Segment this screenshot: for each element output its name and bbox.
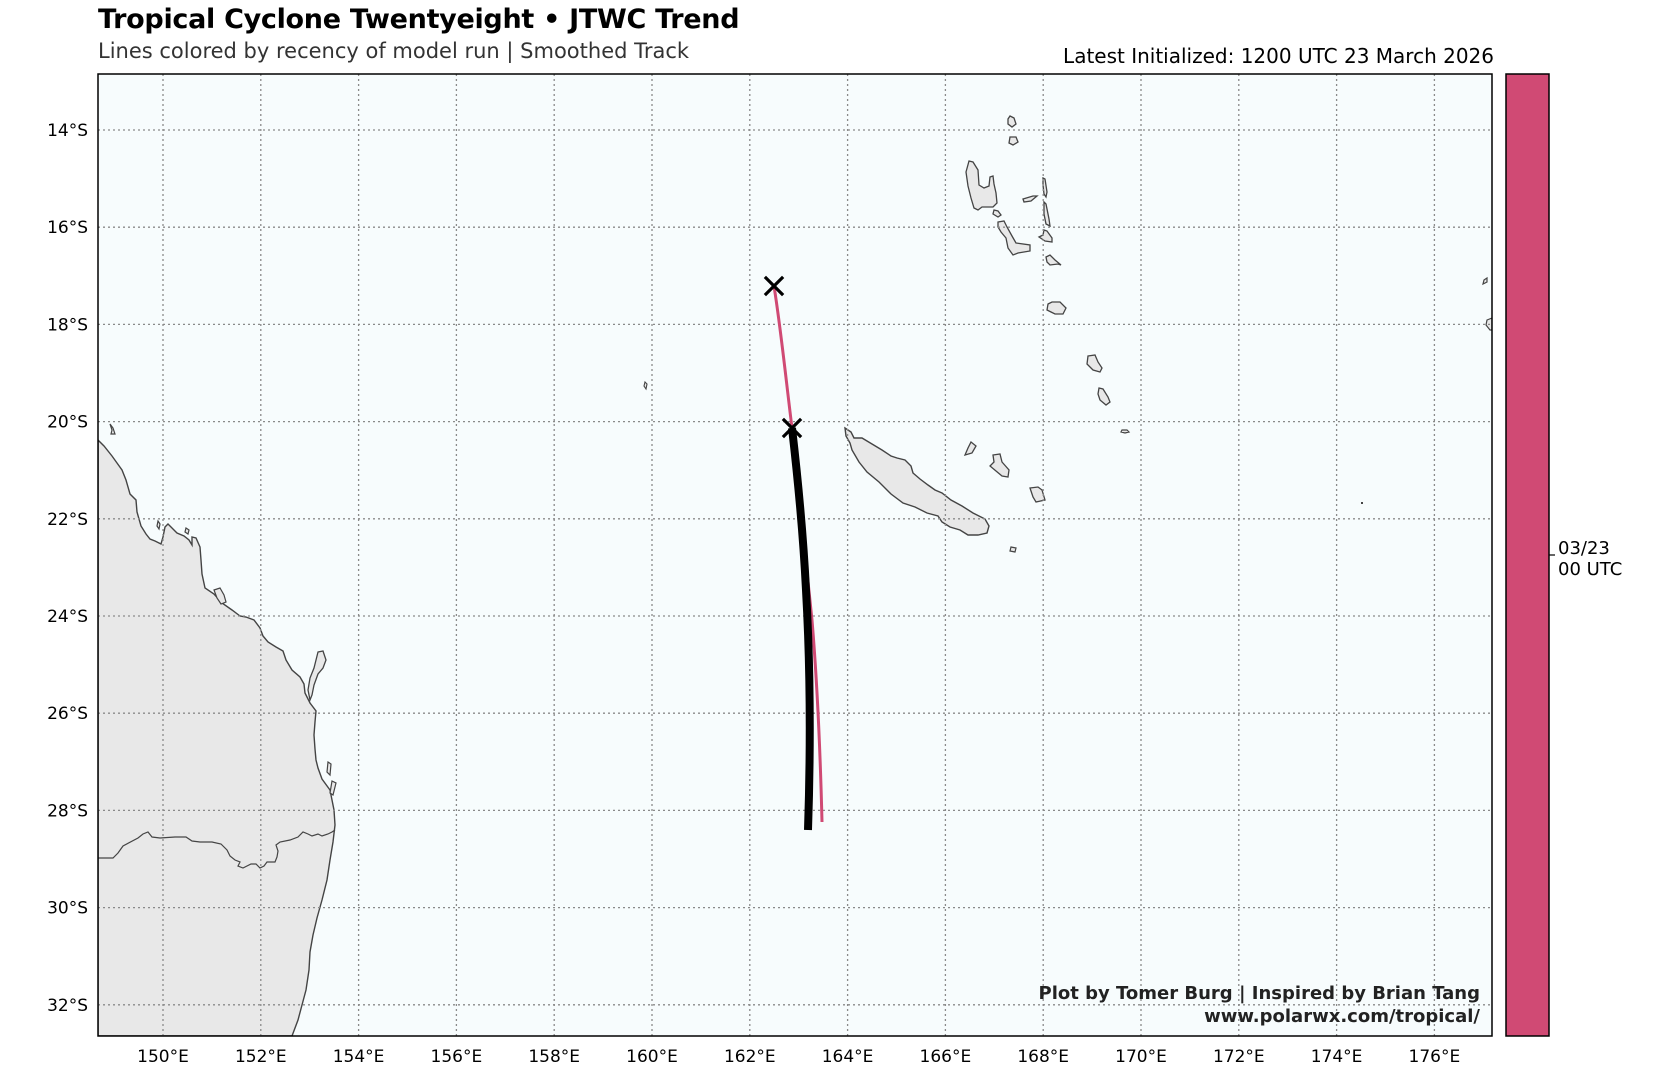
track-latest	[788, 427, 814, 831]
vanuatu-island	[1007, 115, 1017, 128]
lat-tick-label: 30°S	[47, 899, 88, 919]
fraser-island	[307, 650, 327, 703]
land-layer	[98, 115, 1492, 1036]
vanuatu-island	[1037, 229, 1053, 243]
island	[643, 380, 648, 391]
lon-tick-label: 174°E	[1311, 1047, 1363, 1067]
state-border	[98, 829, 336, 869]
lon-tick-label: 160°E	[626, 1047, 678, 1067]
vanuatu-island	[1022, 195, 1039, 203]
lat-tick-label: 22°S	[47, 510, 88, 530]
lon-tick-label: 168°E	[1017, 1047, 1069, 1067]
lat-tick-label: 32°S	[47, 996, 88, 1016]
start-marker-0323-00utc	[763, 275, 785, 297]
lon-tick-label: 176°E	[1409, 1047, 1461, 1067]
loyalty-island	[1029, 486, 1046, 503]
colorbar	[1505, 73, 1550, 1037]
lon-tick-label: 158°E	[528, 1047, 580, 1067]
vanuatu-island	[992, 209, 1002, 218]
aneityum	[1097, 387, 1111, 406]
chart-title: Tropical Cyclone Twentyeight • JTWC Tren…	[98, 4, 740, 35]
lon-tick-label: 166°E	[920, 1047, 972, 1067]
colorbar-tick-date: 03/23	[1558, 538, 1610, 559]
lat-tick-label: 26°S	[47, 704, 88, 724]
island	[184, 527, 190, 535]
lat-tick-label: 28°S	[47, 801, 88, 821]
loyalty-island	[963, 440, 977, 457]
latest-initialized-label: Latest Initialized: 1200 UTC 23 March 20…	[1063, 44, 1494, 68]
lon-tick-label: 170°E	[1115, 1047, 1167, 1067]
colorbar-tick-time: 00 UTC	[1558, 559, 1623, 580]
lat-tick-label: 24°S	[47, 607, 88, 627]
australia-landmass	[98, 439, 336, 1036]
loyalty-island	[989, 453, 1010, 478]
new-caledonia	[844, 426, 990, 536]
espiritu-santo	[965, 160, 998, 211]
island	[1009, 546, 1017, 553]
start-marker-latest	[781, 417, 803, 439]
lon-tick-label: 152°E	[235, 1047, 287, 1067]
lon-tick-label: 156°E	[431, 1047, 483, 1067]
lon-tick-label: 162°E	[724, 1047, 776, 1067]
island	[109, 423, 116, 435]
malekula	[997, 220, 1031, 256]
chart-subtitle: Lines colored by recency of model run | …	[98, 39, 690, 63]
vanuatu-island	[1043, 200, 1051, 228]
plot-url: www.polarwx.com/tropical/	[1204, 1006, 1480, 1027]
island	[213, 587, 227, 605]
island	[329, 780, 337, 796]
lon-tick-label: 150°E	[137, 1047, 189, 1067]
island	[326, 760, 332, 777]
vanuatu-island	[1046, 301, 1067, 315]
lon-tick-label: 164°E	[822, 1047, 874, 1067]
island	[1120, 429, 1131, 434]
lat-tick-label: 16°S	[47, 218, 88, 238]
map-border	[97, 73, 1493, 1037]
colorbar-tick-label: 03/23 00 UTC	[1558, 538, 1622, 580]
fiji-island	[1482, 276, 1488, 286]
island	[1361, 502, 1363, 504]
efate	[1045, 254, 1062, 266]
lat-tick-label: 20°S	[47, 413, 88, 433]
longitude-labels: 150°E 152°E 154°E 156°E 158°E 160°E 162°E 164°E…	[137, 1047, 1460, 1067]
gridlines	[98, 74, 1492, 1036]
tanna	[1086, 354, 1103, 373]
lon-tick-label: 172°E	[1213, 1047, 1265, 1067]
vanuatu-island	[1008, 136, 1019, 146]
latitude-labels: 14°S 16°S 18°S 20°S 22°S 24°S 26°S 28°S 30°S 32°S	[47, 121, 88, 1016]
island	[156, 519, 161, 531]
plot-credit: Plot by Tomer Burg | Inspired by Brian T…	[1038, 983, 1480, 1004]
lat-tick-label: 14°S	[47, 121, 88, 141]
ocean-background	[98, 74, 1492, 1036]
lat-tick-label: 18°S	[47, 315, 88, 335]
lon-tick-label: 154°E	[333, 1047, 385, 1067]
